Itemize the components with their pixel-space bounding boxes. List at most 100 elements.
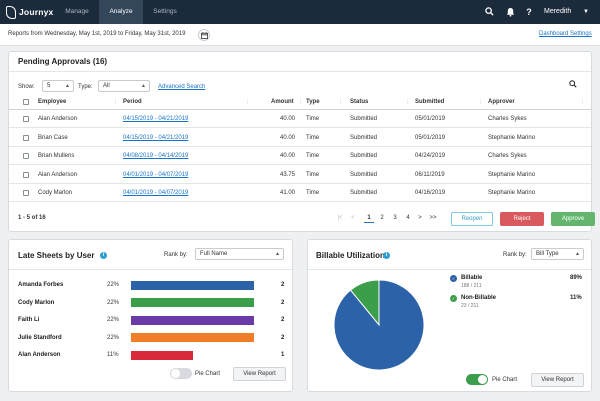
late-user-count: 2 [281,334,285,341]
billable-utilization-card: Billable Utilization i Rank by: Bill Typ… [307,239,592,392]
legend-name: Billable [461,275,483,281]
col-status[interactable]: Status [350,99,369,105]
page-1[interactable]: 1 [364,215,374,223]
sort-icon[interactable]: ⋮ [478,99,483,105]
pending-approvals-title: Pending Approvals (16) [18,57,108,66]
nav-settings[interactable]: Settings [153,8,177,15]
col-employee[interactable]: Employee [38,99,67,105]
late-user-count: 2 [281,317,285,323]
nav-manage[interactable]: Manage [65,8,89,15]
view-report-button[interactable]: View Report [531,373,584,387]
cell-submitted: 05/01/2019 [415,134,446,141]
reopen-button[interactable]: Reopen [451,212,493,226]
cell-submitted: 05/01/2019 [415,116,446,122]
help-icon[interactable]: ? [526,7,532,17]
cell-approver: Stephanie Marino [488,171,536,178]
rank-by-value: Full Name [200,251,228,257]
col-approver[interactable]: Approver [488,99,515,105]
cell-period[interactable]: 04/01/2019 - 04/07/2019 [123,190,189,196]
user-menu[interactable]: Meredith [544,8,572,15]
col-period[interactable]: Period [123,99,142,105]
pager-info: 1 - 5 of 16 [18,215,46,221]
cell-period[interactable]: 04/15/2019 - 04/21/2019 [123,116,189,122]
late-sheets-title: Late Sheets by User [18,251,95,260]
sort-icon[interactable]: ⋮ [245,99,250,105]
cell-status: Submitted [350,116,378,122]
divider [9,71,591,72]
cell-period[interactable]: 04/15/2019 - 04/21/2019 [123,134,189,141]
cell-period[interactable]: 04/01/2019 - 04/07/2019 [123,171,189,178]
nav-analyze[interactable]: Analyze [99,0,143,24]
show-label: Show: [18,84,35,90]
cell-status: Submitted [350,190,378,196]
chevron-down-icon: ▲︎ [275,251,280,257]
col-submitted[interactable]: Submitted [415,99,445,105]
brand-name: Journyx [19,7,54,17]
table-row[interactable]: Alan Anderson 04/01/2019 - 04/07/2019 43.7… [9,166,591,184]
table-row[interactable]: Brian Case 04/15/2019 - 04/21/2019 40.00 Ti… [9,129,591,147]
sort-icon[interactable]: ⋮ [298,99,303,105]
billable-utilization-title: Billable Utilization [316,251,385,260]
cell-type: Time [306,116,320,122]
pie-chart-toggle[interactable] [466,374,488,385]
search-icon[interactable] [483,6,495,18]
type-label: Type: [78,84,93,90]
rank-by-select[interactable]: Full Name ▲︎ [195,248,284,260]
pie-slice-billable[interactable] [333,279,425,371]
cell-employee: Alan Anderson [38,116,78,122]
report-bar: Reports from Wednesday, May 1st, 2019 to… [0,24,600,46]
cell-employee: Brian Case [38,134,68,141]
sort-icon[interactable]: ⋮ [405,99,410,105]
table-row[interactable]: Alan Anderson 04/15/2019 - 04/21/2019 40.0… [9,110,591,128]
page-4[interactable]: 4 [406,215,410,221]
chevron-down-icon: ▲︎ [141,83,146,89]
chevron-down-icon: ▲︎ [65,83,70,89]
last-page-icon[interactable]: >> [429,215,437,221]
select-all-checkbox[interactable] [23,99,29,105]
reject-button[interactable]: Reject [500,212,544,226]
prev-page-icon[interactable]: < [351,215,355,221]
next-page-icon[interactable]: > [418,215,422,221]
divider [9,269,292,270]
rank-by-select[interactable]: Bill Type ▲︎ [531,248,584,260]
row-checkbox[interactable] [23,116,29,122]
type-select[interactable]: All ▲︎ [98,80,150,92]
table-row[interactable]: Cody Marlon 04/01/2019 - 04/07/2019 41.00 T… [9,184,591,202]
cell-status: Submitted [350,134,378,141]
sort-icon[interactable]: ⋮ [338,99,343,105]
row-checkbox[interactable] [23,153,29,159]
cell-type: Time [306,153,320,159]
col-type[interactable]: Type [306,99,320,105]
show-select-value: 5 [47,83,51,89]
chevron-down-icon[interactable]: ▼ [583,9,589,15]
row-checkbox[interactable] [23,134,29,141]
brand-logo[interactable]: Journyx [6,5,53,19]
cell-period[interactable]: 04/08/2019 - 04/14/2019 [123,153,189,159]
page-2[interactable]: 2 [380,215,384,221]
dashboard-settings-link[interactable]: Dashboard Settings [539,31,592,37]
sort-icon[interactable]: ⋮ [113,99,118,105]
cell-employee: Cody Marlon [38,190,73,196]
cell-amount: 40.00 [279,134,295,141]
calendar-icon[interactable] [198,29,210,41]
search-icon[interactable] [569,80,577,90]
approve-button[interactable]: Approve [551,212,595,226]
view-report-button[interactable]: View Report [233,367,286,381]
first-page-icon[interactable]: |< [337,215,343,221]
pending-approvals-card: Pending Approvals (16) Show: 5 ▲︎ Type: … [8,51,595,232]
advanced-search-link[interactable]: Advanced Search [158,84,206,90]
toggle-knob [478,375,487,384]
info-icon[interactable]: i [100,252,107,259]
legend-detail: 188 / 211 [461,283,482,289]
show-select[interactable]: 5 ▲︎ [42,80,74,92]
page-3[interactable]: 3 [393,215,397,221]
pie-chart-toggle[interactable] [170,368,192,379]
table-row[interactable]: Brian Mullens 04/08/2019 - 04/14/2019 40.0… [9,147,591,165]
sort-icon[interactable]: ⋮ [580,99,585,105]
row-checkbox[interactable] [23,171,29,178]
bell-icon[interactable] [504,6,516,18]
col-amount[interactable]: Amount [271,99,294,105]
row-checkbox[interactable] [23,190,29,196]
check-icon: ✓ [450,275,457,282]
info-icon[interactable]: i [383,252,390,259]
